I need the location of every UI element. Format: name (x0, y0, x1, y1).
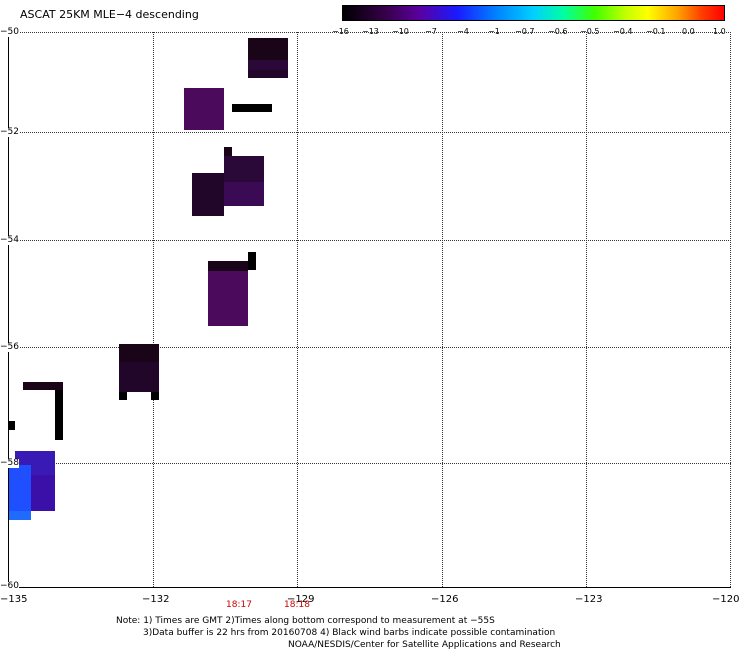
grid-line-vertical (730, 32, 731, 587)
colorbar-label: −0.4 (613, 27, 633, 36)
colorbar-label: −4 (457, 27, 469, 36)
colorbar-label: −1 (488, 27, 500, 36)
colorbar-label: −0.5 (580, 27, 600, 36)
colorbar-label: −0.7 (515, 27, 535, 36)
data-cell (119, 344, 159, 362)
map-title: ASCAT 25KM MLE−4 descending (20, 8, 199, 21)
colorbar-label: −0.6 (548, 27, 568, 36)
grid-line-horizontal (9, 347, 731, 348)
data-cell (248, 60, 288, 70)
colorbar-label: −16 (332, 27, 349, 36)
colorbar-label: −13 (362, 27, 379, 36)
data-cell (208, 271, 248, 326)
data-cell (248, 252, 256, 270)
data-cell (9, 421, 15, 430)
data-cell (151, 392, 159, 400)
grid-line-horizontal (9, 240, 731, 241)
color-scale-bar (342, 5, 725, 21)
time-label: 18:17 (226, 600, 252, 610)
data-cell (55, 390, 63, 440)
colorbar-label: 0.0 (682, 27, 695, 36)
data-cell (119, 392, 127, 400)
y-axis-tick-label: −58 (0, 458, 19, 468)
data-cell (248, 38, 288, 60)
colorbar-label: −0.1 (646, 27, 666, 36)
grid-line-horizontal (9, 132, 731, 133)
map-plot-area (8, 32, 731, 588)
colorbar-label: −10 (392, 27, 409, 36)
data-cell (232, 104, 272, 112)
color-scale-labels: −16 −13 −10 −7 −4 −1 −0.7 −0.6 −0.5 −0.4… (330, 27, 730, 39)
y-axis-tick-label: −56 (0, 342, 19, 352)
y-axis-tick-label: −52 (0, 127, 19, 137)
data-cell (208, 261, 248, 271)
x-axis-tick-label: −129 (287, 594, 315, 605)
data-cell (248, 70, 288, 78)
x-axis-tick-label: −126 (431, 594, 459, 605)
grid-line-vertical (586, 32, 587, 587)
data-cell (224, 156, 264, 182)
data-cell (184, 88, 224, 130)
data-cell (23, 382, 63, 390)
y-axis-tick-label: −50 (0, 27, 19, 37)
data-cell (224, 182, 264, 206)
grid-line-vertical (442, 32, 443, 587)
footnote-line-1: Note: 1) Times are GMT 2)Times along bot… (116, 616, 495, 626)
data-cell (224, 147, 232, 157)
x-axis-tick-label: −120 (712, 594, 740, 605)
y-axis-tick-label: −54 (0, 235, 19, 245)
grid-line-vertical (297, 32, 298, 587)
colorbar-label: −7 (425, 27, 437, 36)
x-axis-tick-label: −135 (0, 594, 28, 605)
footnote-line-2: 3)Data buffer is 22 hrs from 20160708 4)… (143, 628, 556, 638)
grid-line-vertical (153, 32, 154, 587)
x-axis-tick-label: −123 (575, 594, 603, 605)
grid-line-horizontal (9, 463, 731, 464)
data-cell (119, 362, 159, 392)
data-cell (9, 511, 31, 520)
colorbar-label: 1.0 (713, 27, 726, 36)
x-axis-tick-label: −132 (142, 594, 170, 605)
data-cell (192, 173, 224, 216)
data-cell (9, 465, 31, 511)
footnote-line-3: NOAA/NESDIS/Center for Satellite Applica… (288, 640, 561, 650)
grid-line-horizontal (9, 32, 731, 33)
y-axis-tick-label: −60 (0, 581, 19, 591)
time-label: 18:18 (284, 600, 310, 610)
